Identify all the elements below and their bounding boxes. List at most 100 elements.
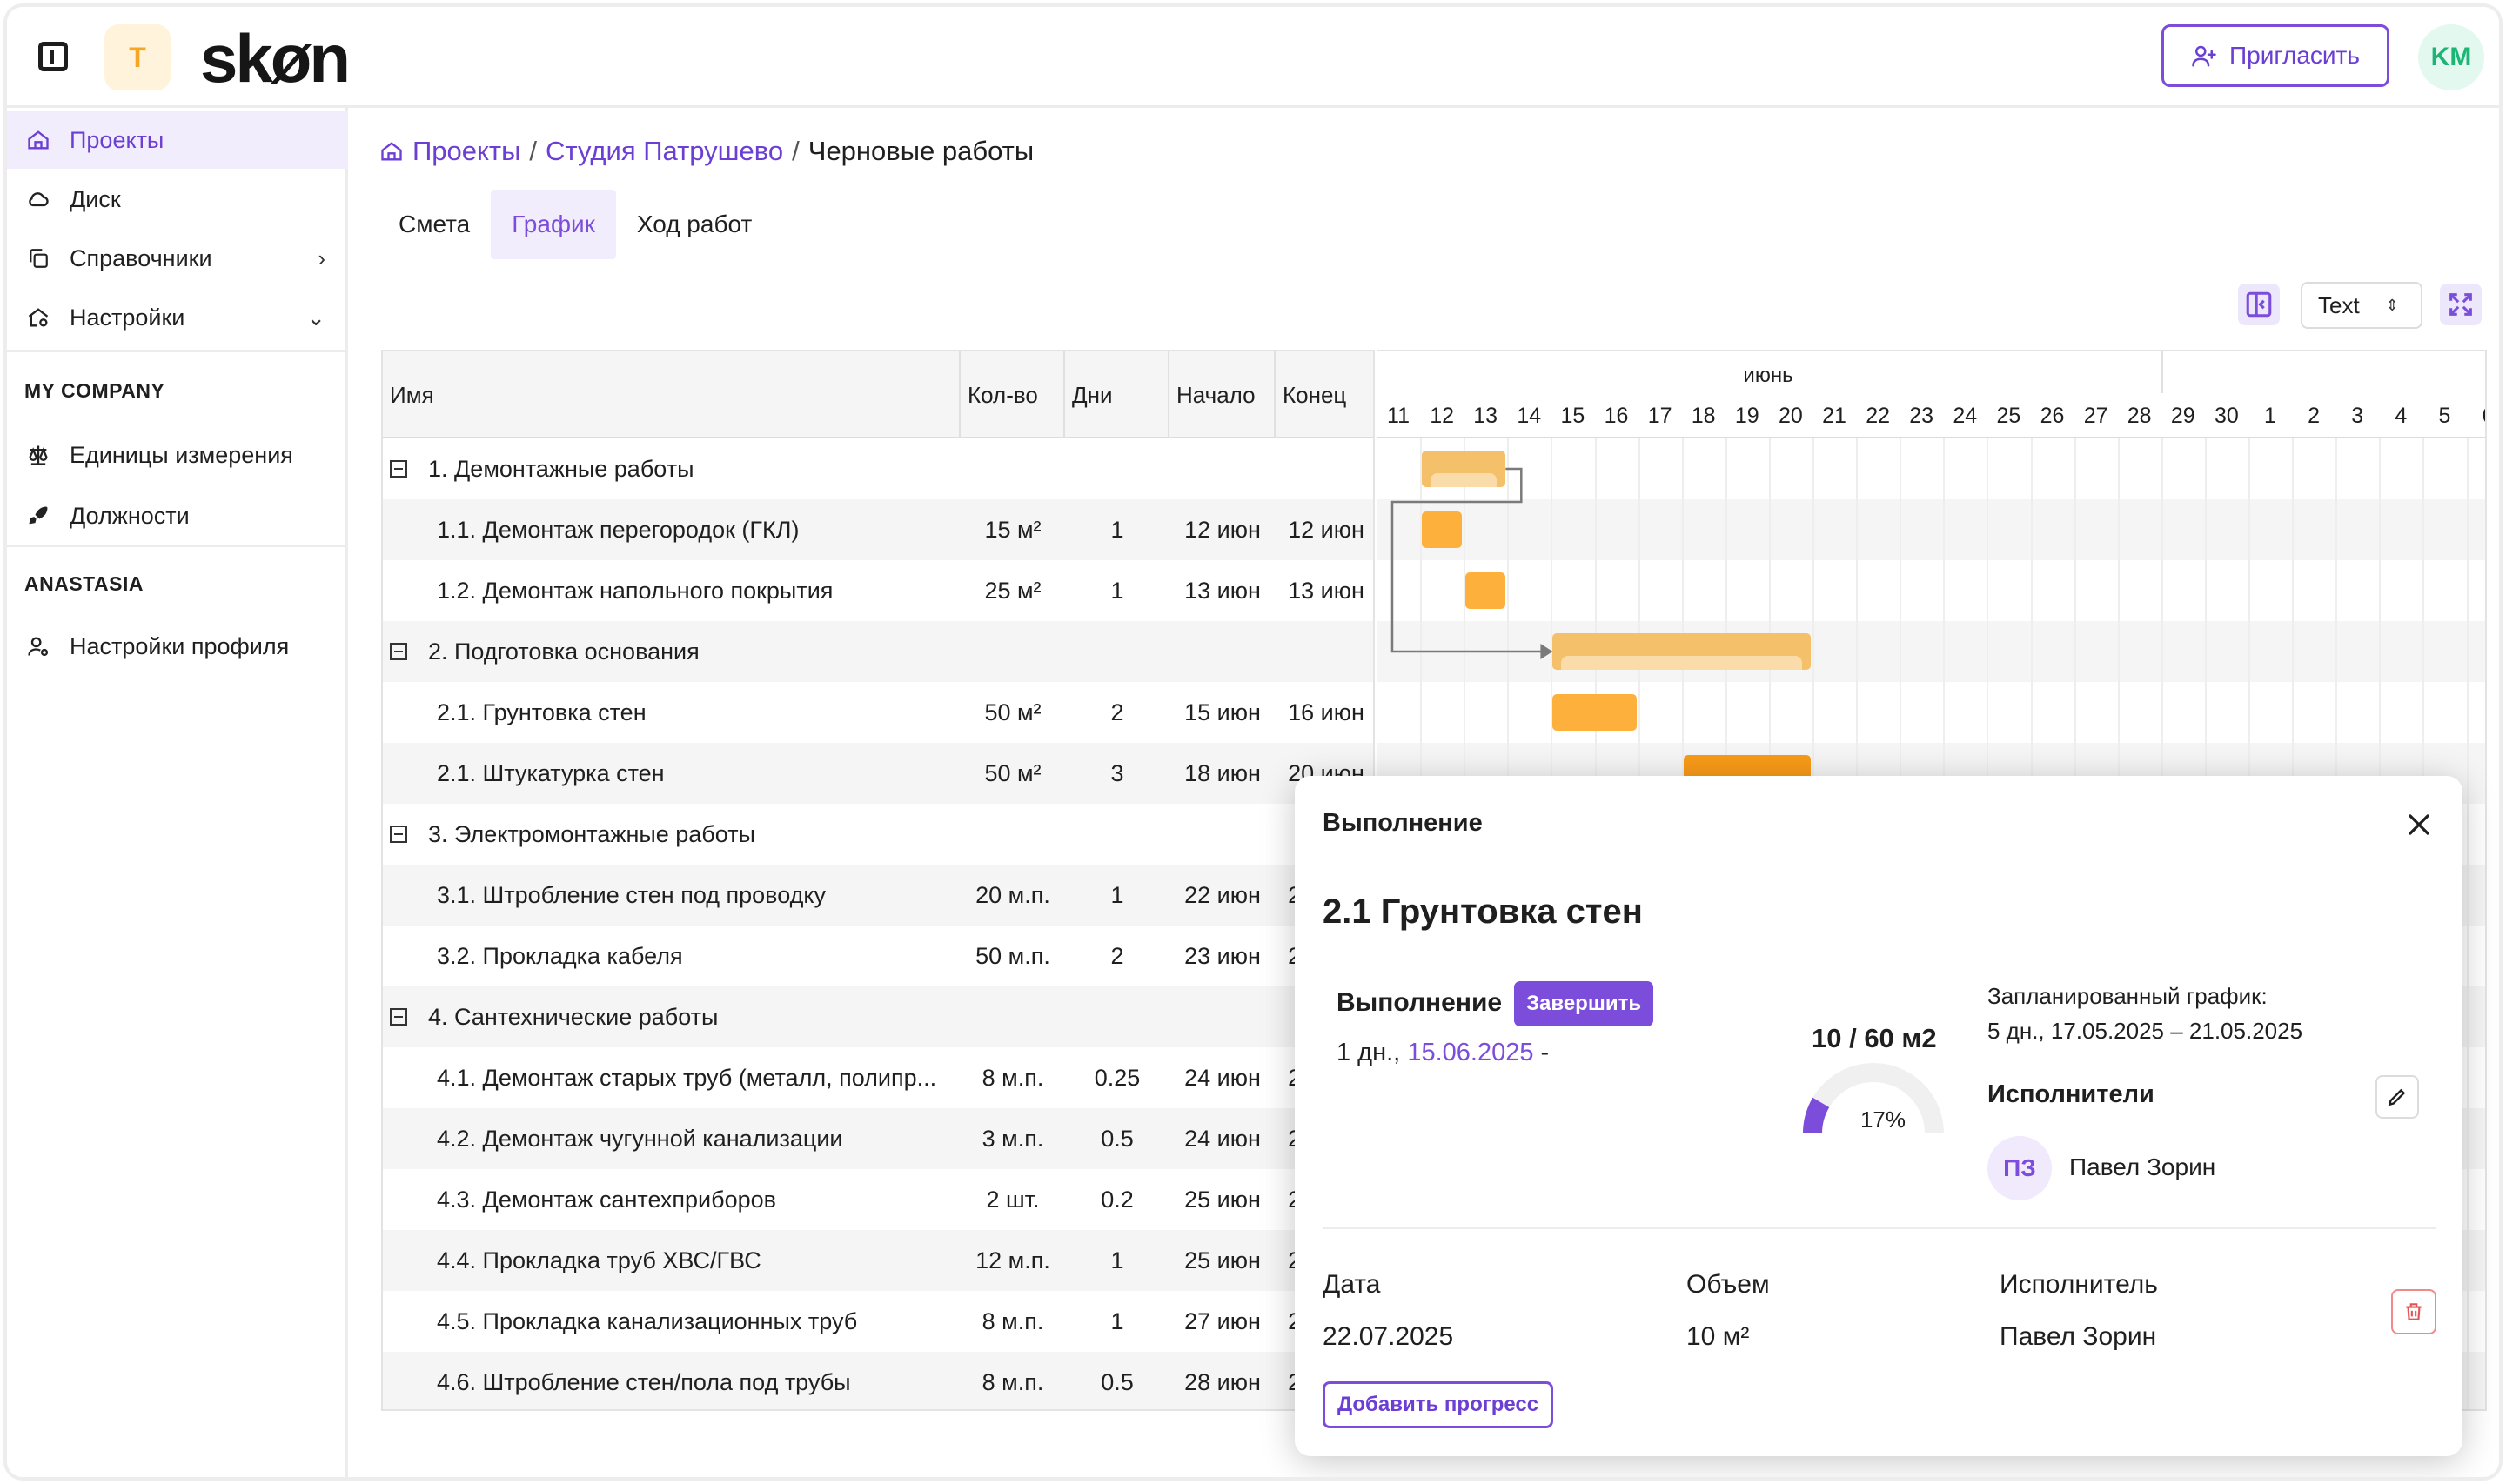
sidebar-collapse-icon[interactable] [38, 42, 68, 71]
cell-days: 1 [1110, 1307, 1124, 1334]
start-date-link[interactable]: 15.06.2025 [1407, 1039, 1534, 1066]
gantt-bar[interactable] [1422, 511, 1463, 548]
cell-start: 12 июн [1184, 516, 1261, 543]
column-header-end[interactable]: Конец [1283, 381, 1347, 408]
view-select[interactable]: Text ⇕ [2301, 282, 2422, 329]
table-row[interactable]: 2.1. Грунтовка стен 50 м² 2 15 июн 16 июн [383, 682, 1373, 743]
fullscreen-button[interactable] [2440, 284, 2482, 325]
sidebar-item-profile-settings[interactable]: Настройки профиля [7, 618, 348, 675]
divider [1323, 1227, 2436, 1229]
table-row[interactable]: 4.2. Демонтаж чугунной канализации 3 м.п.… [383, 1108, 1373, 1169]
table-row[interactable]: 2. Подготовка основания [383, 621, 1373, 682]
table-row[interactable]: 4.1. Демонтаж старых труб (металл, полип… [383, 1047, 1373, 1108]
month-divider [2161, 351, 2163, 393]
copy-icon [24, 244, 52, 272]
finish-button[interactable]: Завершить [1514, 981, 1654, 1026]
collapse-toggle-icon[interactable] [390, 1008, 407, 1026]
row-name: 2. Подготовка основания [428, 638, 700, 665]
gantt-header: июнь 11 12 13 14 15 16 17 18 19 20 21 22 23 24 25 26 27 2… [1377, 351, 2485, 438]
cell-start: 25 июн [1184, 1186, 1261, 1213]
column-header-days[interactable]: Дни [1065, 351, 1169, 438]
row-name: 4.1. Демонтаж старых труб (металл, полип… [437, 1064, 937, 1091]
cell-name: 3.2. Прокладка кабеля [437, 926, 959, 986]
breadcrumb-projects[interactable]: Проекты [412, 136, 521, 166]
sidebar-item-positions[interactable]: Должности [7, 487, 348, 545]
home-settings-icon [24, 304, 52, 331]
progress-header-volume: Объем [1686, 1270, 1770, 1299]
user-avatar[interactable]: KM [2418, 24, 2484, 90]
sidebar-item-label: Справочники [70, 244, 212, 271]
column-header-name[interactable]: Имя [383, 351, 961, 438]
sidebar-item-projects[interactable]: Проекты [7, 111, 348, 169]
close-icon[interactable] [2402, 807, 2436, 842]
cell-qty: 15 м² [984, 516, 1042, 543]
edit-executors-button[interactable] [2375, 1075, 2419, 1119]
row-name: 2.1. Грунтовка стен [437, 699, 647, 725]
progress-volume: 10 м² [1686, 1322, 1750, 1351]
delete-progress-button[interactable] [2391, 1289, 2436, 1334]
cell-qty: 50 м² [984, 699, 1042, 725]
table-row[interactable]: 4.4. Прокладка труб ХВС/ГВС 12 м.п. 1 25 ию… [383, 1230, 1373, 1291]
home-icon[interactable] [379, 139, 404, 164]
cell-days [1065, 438, 1169, 499]
invite-button[interactable]: Пригласить [2161, 24, 2389, 87]
table-row[interactable]: 1.2. Демонтаж напольного покрытия 25 м² 1 1… [383, 560, 1373, 621]
cell-start [1169, 621, 1276, 682]
tab-schedule[interactable]: График [491, 190, 616, 259]
table-row[interactable]: 4.3. Демонтаж сантехприборов 2 шт. 0.2 25 и… [383, 1169, 1373, 1230]
table-row[interactable]: 1.1. Демонтаж перегородок (ГКЛ) 15 м² 1 12 … [383, 499, 1373, 560]
gantt-bar[interactable] [1422, 451, 1506, 487]
gantt-bar[interactable] [1552, 633, 1811, 670]
cell-qty [961, 986, 1065, 1047]
table-row[interactable]: 3. Электромонтажные работы [383, 804, 1373, 865]
table-row[interactable]: 4.6. Штробление стен/пола под трубы 8 м.п… [383, 1352, 1373, 1409]
collapse-toggle-icon[interactable] [390, 826, 407, 843]
cell-end [1276, 621, 1373, 682]
day-label: 29 [2170, 404, 2195, 428]
gantt-row [1377, 621, 2485, 682]
collapse-toggle-icon[interactable] [390, 643, 407, 660]
divider [7, 350, 348, 352]
column-header-qty[interactable]: Кол-во [961, 351, 1065, 438]
table-row[interactable]: 4. Сантехнические работы [383, 986, 1373, 1047]
day-label: 20 [1778, 404, 1803, 428]
day-label: 11 [1387, 404, 1410, 428]
sidebar-item-references[interactable]: Справочники › [7, 230, 348, 287]
split-view-button[interactable] [2238, 284, 2280, 325]
cell-end: 16 июн [1288, 699, 1364, 725]
tab-estimate[interactable]: Смета [399, 211, 471, 237]
executors-label: Исполнители [1987, 1080, 2154, 1108]
cell-qty [961, 804, 1065, 865]
sidebar: Проекты Диск Справочники › Настройки ⌄ M… [7, 108, 348, 1477]
progress-header-date: Дата [1323, 1270, 1381, 1299]
gantt-bar[interactable] [1465, 572, 1506, 609]
view-select-value: Text [2318, 291, 2360, 318]
collapse-toggle-icon[interactable] [390, 460, 407, 478]
tab-progress[interactable]: Ход работ [636, 211, 753, 237]
section-title-user: ANASTASIA [24, 572, 144, 595]
sidebar-item-settings[interactable]: Настройки ⌄ [7, 289, 348, 346]
cell-name: 2. Подготовка основания [390, 621, 955, 682]
cell-qty: 20 м.п. [975, 881, 1050, 908]
chevron-down-icon: ⌄ [306, 304, 325, 331]
row-name: 4.6. Штробление стен/пола под трубы [437, 1368, 851, 1395]
cell-qty: 50 м.п. [975, 942, 1050, 969]
day-label: 6 [2467, 404, 2485, 429]
day-label: 19 [1734, 404, 1759, 428]
add-progress-button[interactable]: Добавить прогресс [1323, 1381, 1554, 1428]
sidebar-item-disk[interactable]: Диск [7, 170, 348, 228]
day-label: 18 [1691, 404, 1716, 428]
workspace-badge[interactable]: T [104, 24, 171, 90]
table-row[interactable]: 2.1. Штукатурка стен 50 м² 3 18 июн 20 июн [383, 743, 1373, 804]
cell-qty: 12 м.п. [975, 1247, 1050, 1273]
row-name: 1.1. Демонтаж перегородок (ГКЛ) [437, 516, 800, 543]
breadcrumb-studio[interactable]: Студия Патрушево [546, 136, 784, 166]
table-row[interactable]: 4.5. Прокладка канализационных труб 8 м.п… [383, 1291, 1373, 1352]
month-label: июнь [1743, 364, 1793, 387]
table-row[interactable]: 1. Демонтажные работы [383, 438, 1373, 499]
column-header-start[interactable]: Начало [1169, 351, 1276, 438]
table-row[interactable]: 3.1. Штробление стен под проводку 20 м.п.… [383, 865, 1373, 926]
gantt-bar[interactable] [1552, 694, 1637, 731]
sidebar-item-units[interactable]: Единицы измерения [7, 426, 348, 484]
